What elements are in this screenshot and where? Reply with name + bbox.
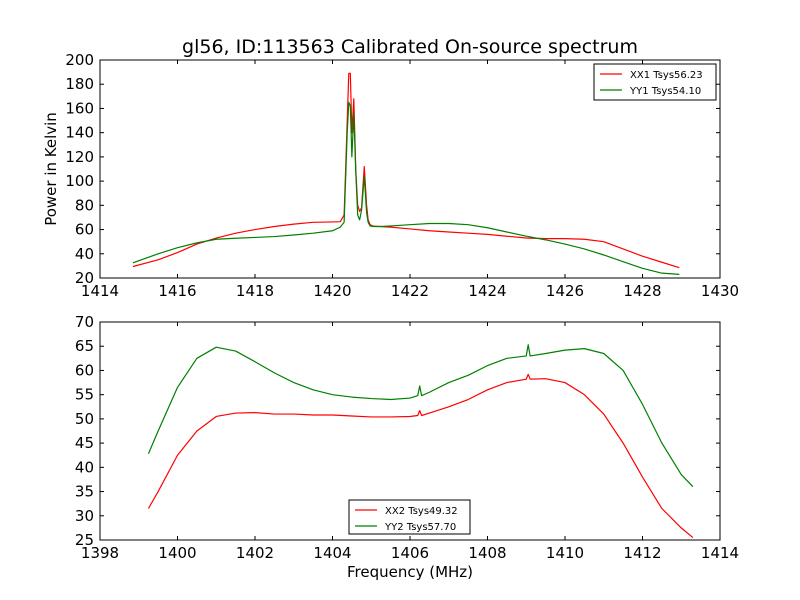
x-tick-label: 1430	[701, 282, 739, 300]
legend: XX2 Tsys49.32 YY2 Tsys57.70	[348, 499, 471, 535]
legend-label-1: XX2 Tsys49.32	[385, 506, 458, 517]
x-tick-label: 1416	[158, 282, 196, 300]
y-tick-label: 25	[75, 531, 94, 549]
bottom-panel: 1398 1400 1402 1404 1406 1408 1410 1412 1414 25 30…	[75, 313, 739, 581]
y-tick-label: 100	[65, 172, 94, 190]
y-tick-label: 120	[65, 148, 94, 166]
x-tick-label: 1426	[546, 282, 584, 300]
y-tick-label: 40	[75, 458, 94, 476]
y-tick-label: 60	[75, 221, 94, 239]
y-tick-label: 20	[75, 269, 94, 287]
chart-title: gl56, ID:113563 Calibrated On-source spe…	[182, 36, 638, 58]
x-tick-label: 1402	[236, 544, 274, 562]
x-tick-label: 1414	[81, 282, 119, 300]
legend-label-2: YY1 Tsys54.10	[629, 86, 701, 97]
y-tick-label: 50	[75, 410, 94, 428]
legend-box	[593, 63, 717, 101]
y-tick-label: 55	[75, 386, 94, 404]
y-tick-label: 45	[75, 434, 94, 452]
legend-label-1: XX1 Tsys56.23	[630, 70, 703, 81]
y-tick-label: 40	[75, 245, 94, 263]
x-tick-label: 1398	[81, 544, 119, 562]
y-axis-label: Power in Kelvin	[42, 112, 60, 226]
y-tick-label: 80	[75, 196, 94, 214]
series-line-1	[147, 373, 694, 539]
y-tick-label: 65	[75, 337, 94, 355]
x-axis-label: Frequency (MHz)	[347, 563, 473, 581]
x-tick-label: 1428	[623, 282, 661, 300]
y-tick-label: 160	[65, 99, 94, 117]
y-tick-label: 200	[65, 51, 94, 69]
x-tick-label: 1414	[701, 544, 739, 562]
x-tick-label: 1412	[623, 544, 661, 562]
x-tick-label: 1418	[236, 282, 274, 300]
legend-box	[348, 499, 471, 535]
y-tick-label: 140	[65, 124, 94, 142]
y-tick-label: 180	[65, 75, 94, 93]
x-tick-label: 1400	[158, 544, 196, 562]
y-tick-label: 60	[75, 361, 94, 379]
x-tick-label: 1408	[468, 544, 506, 562]
x-tick-label: 1410	[546, 544, 584, 562]
x-tick-label: 1424	[468, 282, 506, 300]
x-tick-label: 1406	[391, 544, 429, 562]
top-panel: 1414 1416 1418 1420 1422 1424 1426 1428 1430 20 40…	[42, 51, 739, 300]
y-tick-label: 70	[75, 313, 94, 331]
x-tick-label: 1422	[391, 282, 429, 300]
x-tick-label: 1404	[313, 544, 351, 562]
legend: XX1 Tsys56.23 YY1 Tsys54.10	[593, 63, 717, 101]
series-line-2	[147, 344, 694, 488]
legend-label-2: YY2 Tsys57.70	[384, 522, 456, 533]
y-tick-label: 35	[75, 483, 94, 501]
x-tick-label: 1420	[313, 282, 351, 300]
y-tick-label: 30	[75, 507, 94, 525]
series-line-2	[132, 101, 680, 275]
